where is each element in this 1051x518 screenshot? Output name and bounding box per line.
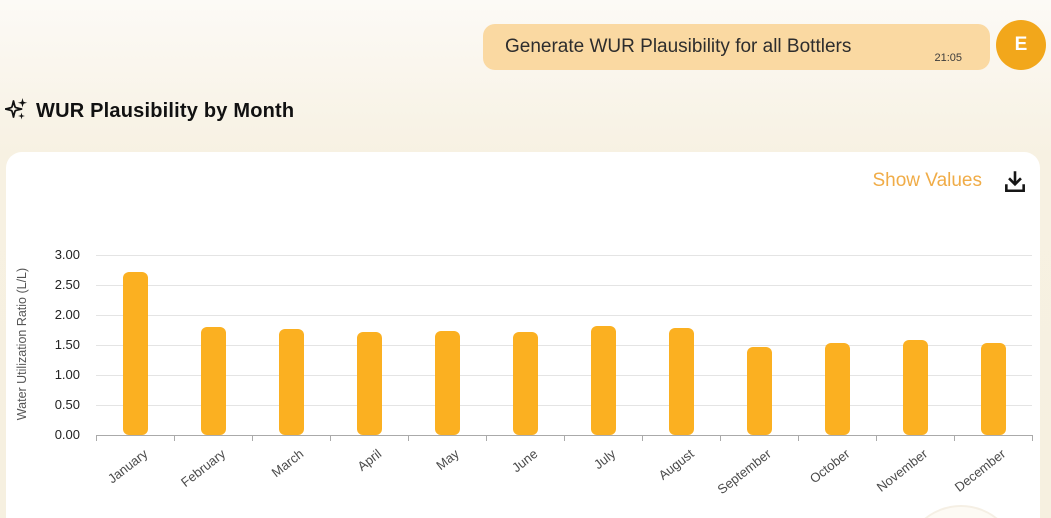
x-axis-tick [486, 435, 487, 441]
gridline [96, 315, 1032, 316]
bar-february[interactable] [200, 327, 226, 435]
x-axis-tick [954, 435, 955, 441]
x-axis-tick [642, 435, 643, 441]
x-axis-label-january: January [104, 446, 151, 487]
show-values-button[interactable]: Show Values [872, 170, 983, 191]
decorative-circle [903, 505, 1019, 518]
y-axis-tick-label: 1.50 [54, 337, 80, 352]
x-axis-tick [564, 435, 565, 441]
gridline [96, 255, 1032, 256]
y-axis-tick-label: 1.00 [54, 367, 80, 382]
sparkles-icon [4, 97, 29, 126]
x-axis-label-june: June [508, 446, 541, 476]
x-axis-tick [96, 435, 97, 441]
page-title: WUR Plausibility by Month [36, 100, 295, 122]
section-title-row: WUR Plausibility by Month [4, 97, 295, 126]
bar-november[interactable] [902, 340, 928, 435]
x-axis-tick [1032, 435, 1033, 441]
x-axis-label-march: March [268, 446, 307, 481]
y-axis-tick-label: 2.50 [54, 277, 80, 292]
y-axis-tick-label: 0.50 [54, 397, 80, 412]
x-axis-tick [798, 435, 799, 441]
chart-card: Show Values 3.00 2.50 2.00 1.50 1.00 0.50 0.00… [6, 152, 1040, 518]
chat-message-bubble: Generate WUR Plausibility for all Bottle… [483, 24, 990, 70]
x-axis-tick [876, 435, 877, 441]
x-axis-tick [252, 435, 253, 441]
chat-message-text: Generate WUR Plausibility for all Bottle… [505, 36, 852, 57]
x-axis-label-february: February [177, 446, 229, 490]
x-axis-tick [330, 435, 331, 441]
x-axis-tick [720, 435, 721, 441]
gridline [96, 285, 1032, 286]
x-axis-label-july: July [590, 446, 619, 473]
bar-june[interactable] [512, 331, 538, 435]
gridline [96, 345, 1032, 346]
bar-january[interactable] [122, 271, 148, 435]
bar-march[interactable] [278, 329, 304, 435]
bar-october[interactable] [824, 342, 850, 435]
bar-chart-plot: 3.00 2.50 2.00 1.50 1.00 0.50 0.00 January Febru… [15, 248, 1033, 497]
x-axis-tick [174, 435, 175, 441]
y-axis-title: Water Utilization Ratio (L/L) [15, 267, 29, 421]
bar-april[interactable] [356, 331, 382, 435]
bar-december[interactable] [980, 342, 1006, 435]
y-axis-tick-label: 3.00 [54, 247, 80, 262]
avatar-initial: E [1014, 34, 1028, 55]
user-avatar[interactable]: E [996, 20, 1046, 70]
x-axis-label-august: August [655, 446, 697, 483]
gridline [96, 405, 1032, 406]
y-axis-tick-label: 2.00 [54, 307, 80, 322]
x-axis-label-november: November [873, 446, 931, 495]
gridline [96, 375, 1032, 376]
chart-toolbar: Show Values [873, 168, 1029, 194]
x-axis-label-september: September [714, 446, 775, 497]
download-icon[interactable] [1002, 168, 1028, 194]
bar-august[interactable] [668, 327, 694, 435]
bar-july[interactable] [590, 326, 616, 435]
y-axis-tick-label: 0.00 [54, 427, 80, 442]
x-axis-label-october: October [806, 446, 853, 487]
x-axis-label-april: April [354, 446, 385, 474]
bar-may[interactable] [434, 330, 460, 435]
chat-timestamp: 21:05 [934, 52, 962, 64]
bar-september[interactable] [746, 347, 772, 435]
x-axis-tick [408, 435, 409, 441]
x-axis-label-december: December [951, 446, 1009, 495]
x-axis-label-may: May [433, 446, 463, 473]
